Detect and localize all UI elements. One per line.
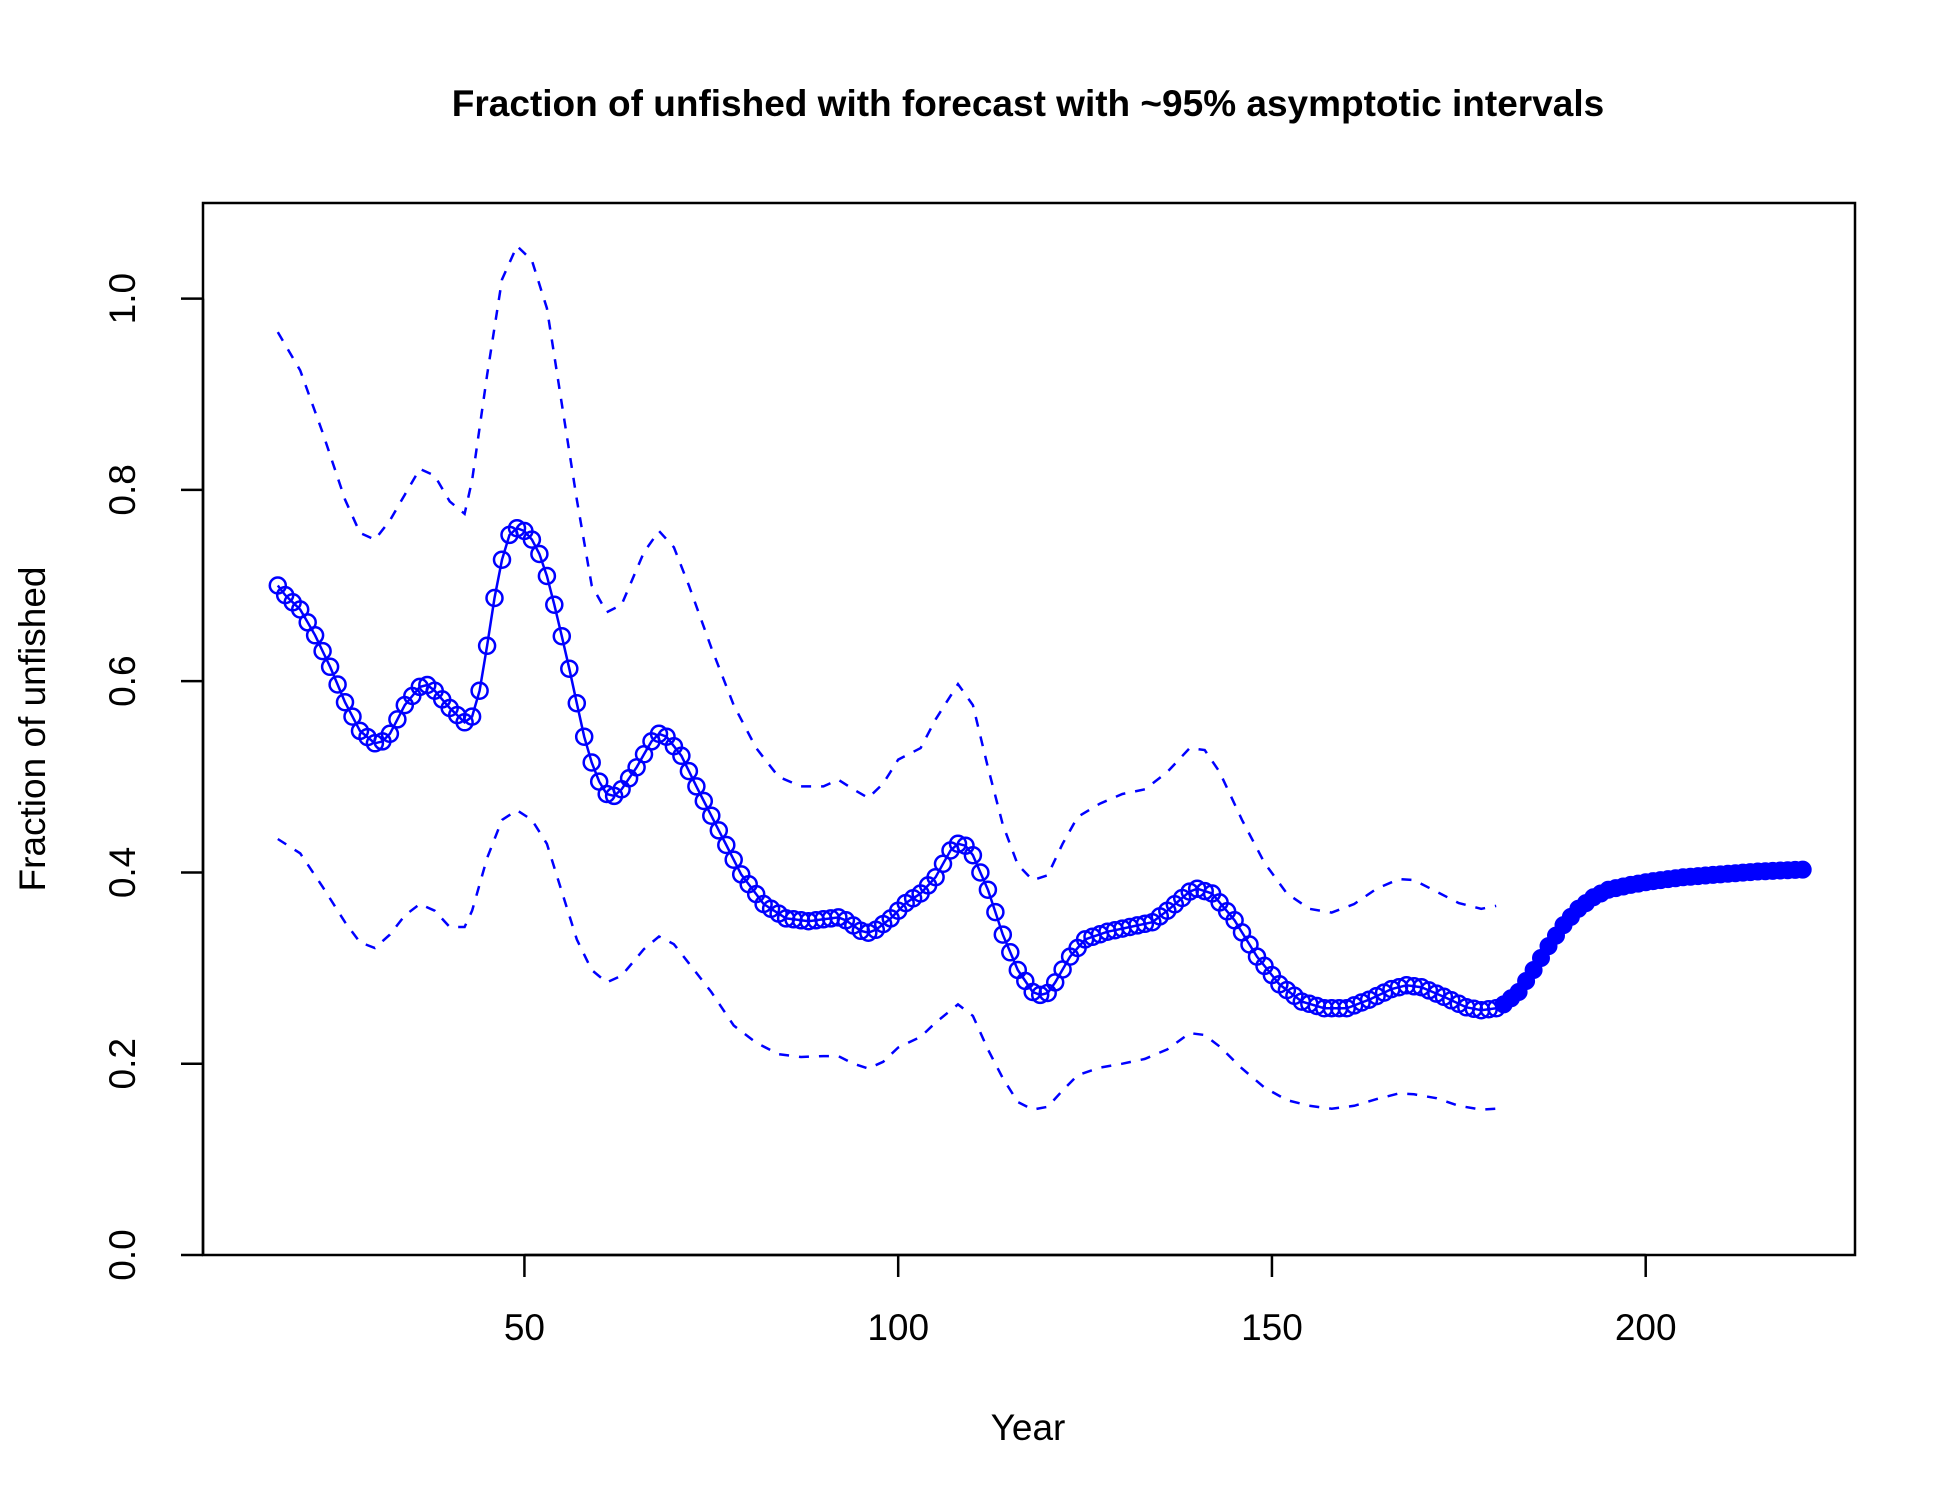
estimate-point bbox=[328, 675, 347, 694]
series-layer bbox=[268, 243, 1812, 1111]
estimate-point bbox=[335, 692, 355, 712]
upper-interval-line bbox=[276, 243, 1497, 914]
estimate-point bbox=[305, 626, 325, 645]
forecast-point bbox=[1793, 860, 1812, 879]
y-axis-label: Fraction of unfished bbox=[12, 567, 53, 892]
estimate-point bbox=[530, 544, 549, 564]
y-tick-label: 0.4 bbox=[102, 847, 143, 898]
estimate-point bbox=[709, 821, 729, 840]
estimate-point bbox=[724, 850, 743, 869]
estimate-point bbox=[1195, 881, 1214, 901]
x-tick-label: 50 bbox=[504, 1307, 545, 1348]
estimate-point bbox=[687, 777, 706, 796]
estimate-point bbox=[343, 707, 362, 726]
y-axis: 0.0 0.2 0.4 0.6 0.8 1.0 bbox=[102, 273, 205, 1281]
chart-title: Fraction of unfished with forecast with … bbox=[452, 83, 1604, 124]
estimate-point bbox=[582, 753, 601, 772]
estimate-point bbox=[477, 636, 497, 656]
y-tick-label: 0.2 bbox=[102, 1038, 143, 1089]
estimate-point bbox=[313, 641, 332, 661]
estimate-point bbox=[694, 791, 714, 811]
estimate-point bbox=[537, 566, 557, 586]
estimate-point bbox=[717, 835, 736, 855]
estimate-point bbox=[963, 845, 983, 865]
estimate-point bbox=[552, 626, 572, 646]
plot-frame bbox=[201, 201, 1857, 1257]
estimate-line bbox=[276, 526, 1497, 1012]
estimate-point bbox=[1030, 985, 1050, 1005]
estimate-point bbox=[320, 657, 340, 677]
estimate-point bbox=[1001, 943, 1020, 962]
y-tick-label: 0.8 bbox=[102, 464, 143, 515]
estimate-point bbox=[574, 727, 594, 746]
estimate-point bbox=[702, 806, 721, 825]
estimate-point bbox=[978, 880, 998, 899]
estimate-point bbox=[485, 588, 504, 608]
estimate-point bbox=[1135, 914, 1155, 934]
y-tick-label: 0.0 bbox=[102, 1229, 143, 1280]
x-tick-label: 100 bbox=[867, 1307, 929, 1348]
x-tick-label: 150 bbox=[1241, 1307, 1303, 1348]
estimate-point bbox=[948, 834, 968, 854]
estimate-point bbox=[462, 707, 482, 726]
x-axis: 50 100 150 200 bbox=[504, 1253, 1677, 1348]
lower-interval-line bbox=[277, 808, 1497, 1111]
estimate-point bbox=[567, 693, 587, 713]
y-tick-label: 0.6 bbox=[102, 655, 143, 706]
estimate-point bbox=[522, 530, 542, 549]
estimate-point bbox=[365, 734, 385, 753]
estimate-point bbox=[492, 550, 512, 569]
estimate-point bbox=[672, 746, 691, 766]
estimate-point bbox=[679, 761, 699, 781]
estimate-point bbox=[545, 595, 564, 614]
estimate-point bbox=[470, 681, 489, 700]
estimate-point bbox=[971, 863, 990, 882]
estimate-point bbox=[986, 902, 1005, 922]
y-tick-label: 1.0 bbox=[102, 273, 143, 324]
estimate-point bbox=[388, 710, 407, 729]
estimate-point bbox=[560, 659, 579, 678]
x-tick-label: 200 bbox=[1615, 1307, 1677, 1348]
x-axis-label: Year bbox=[991, 1407, 1066, 1448]
estimate-point bbox=[993, 925, 1013, 944]
estimate-point bbox=[380, 724, 400, 744]
